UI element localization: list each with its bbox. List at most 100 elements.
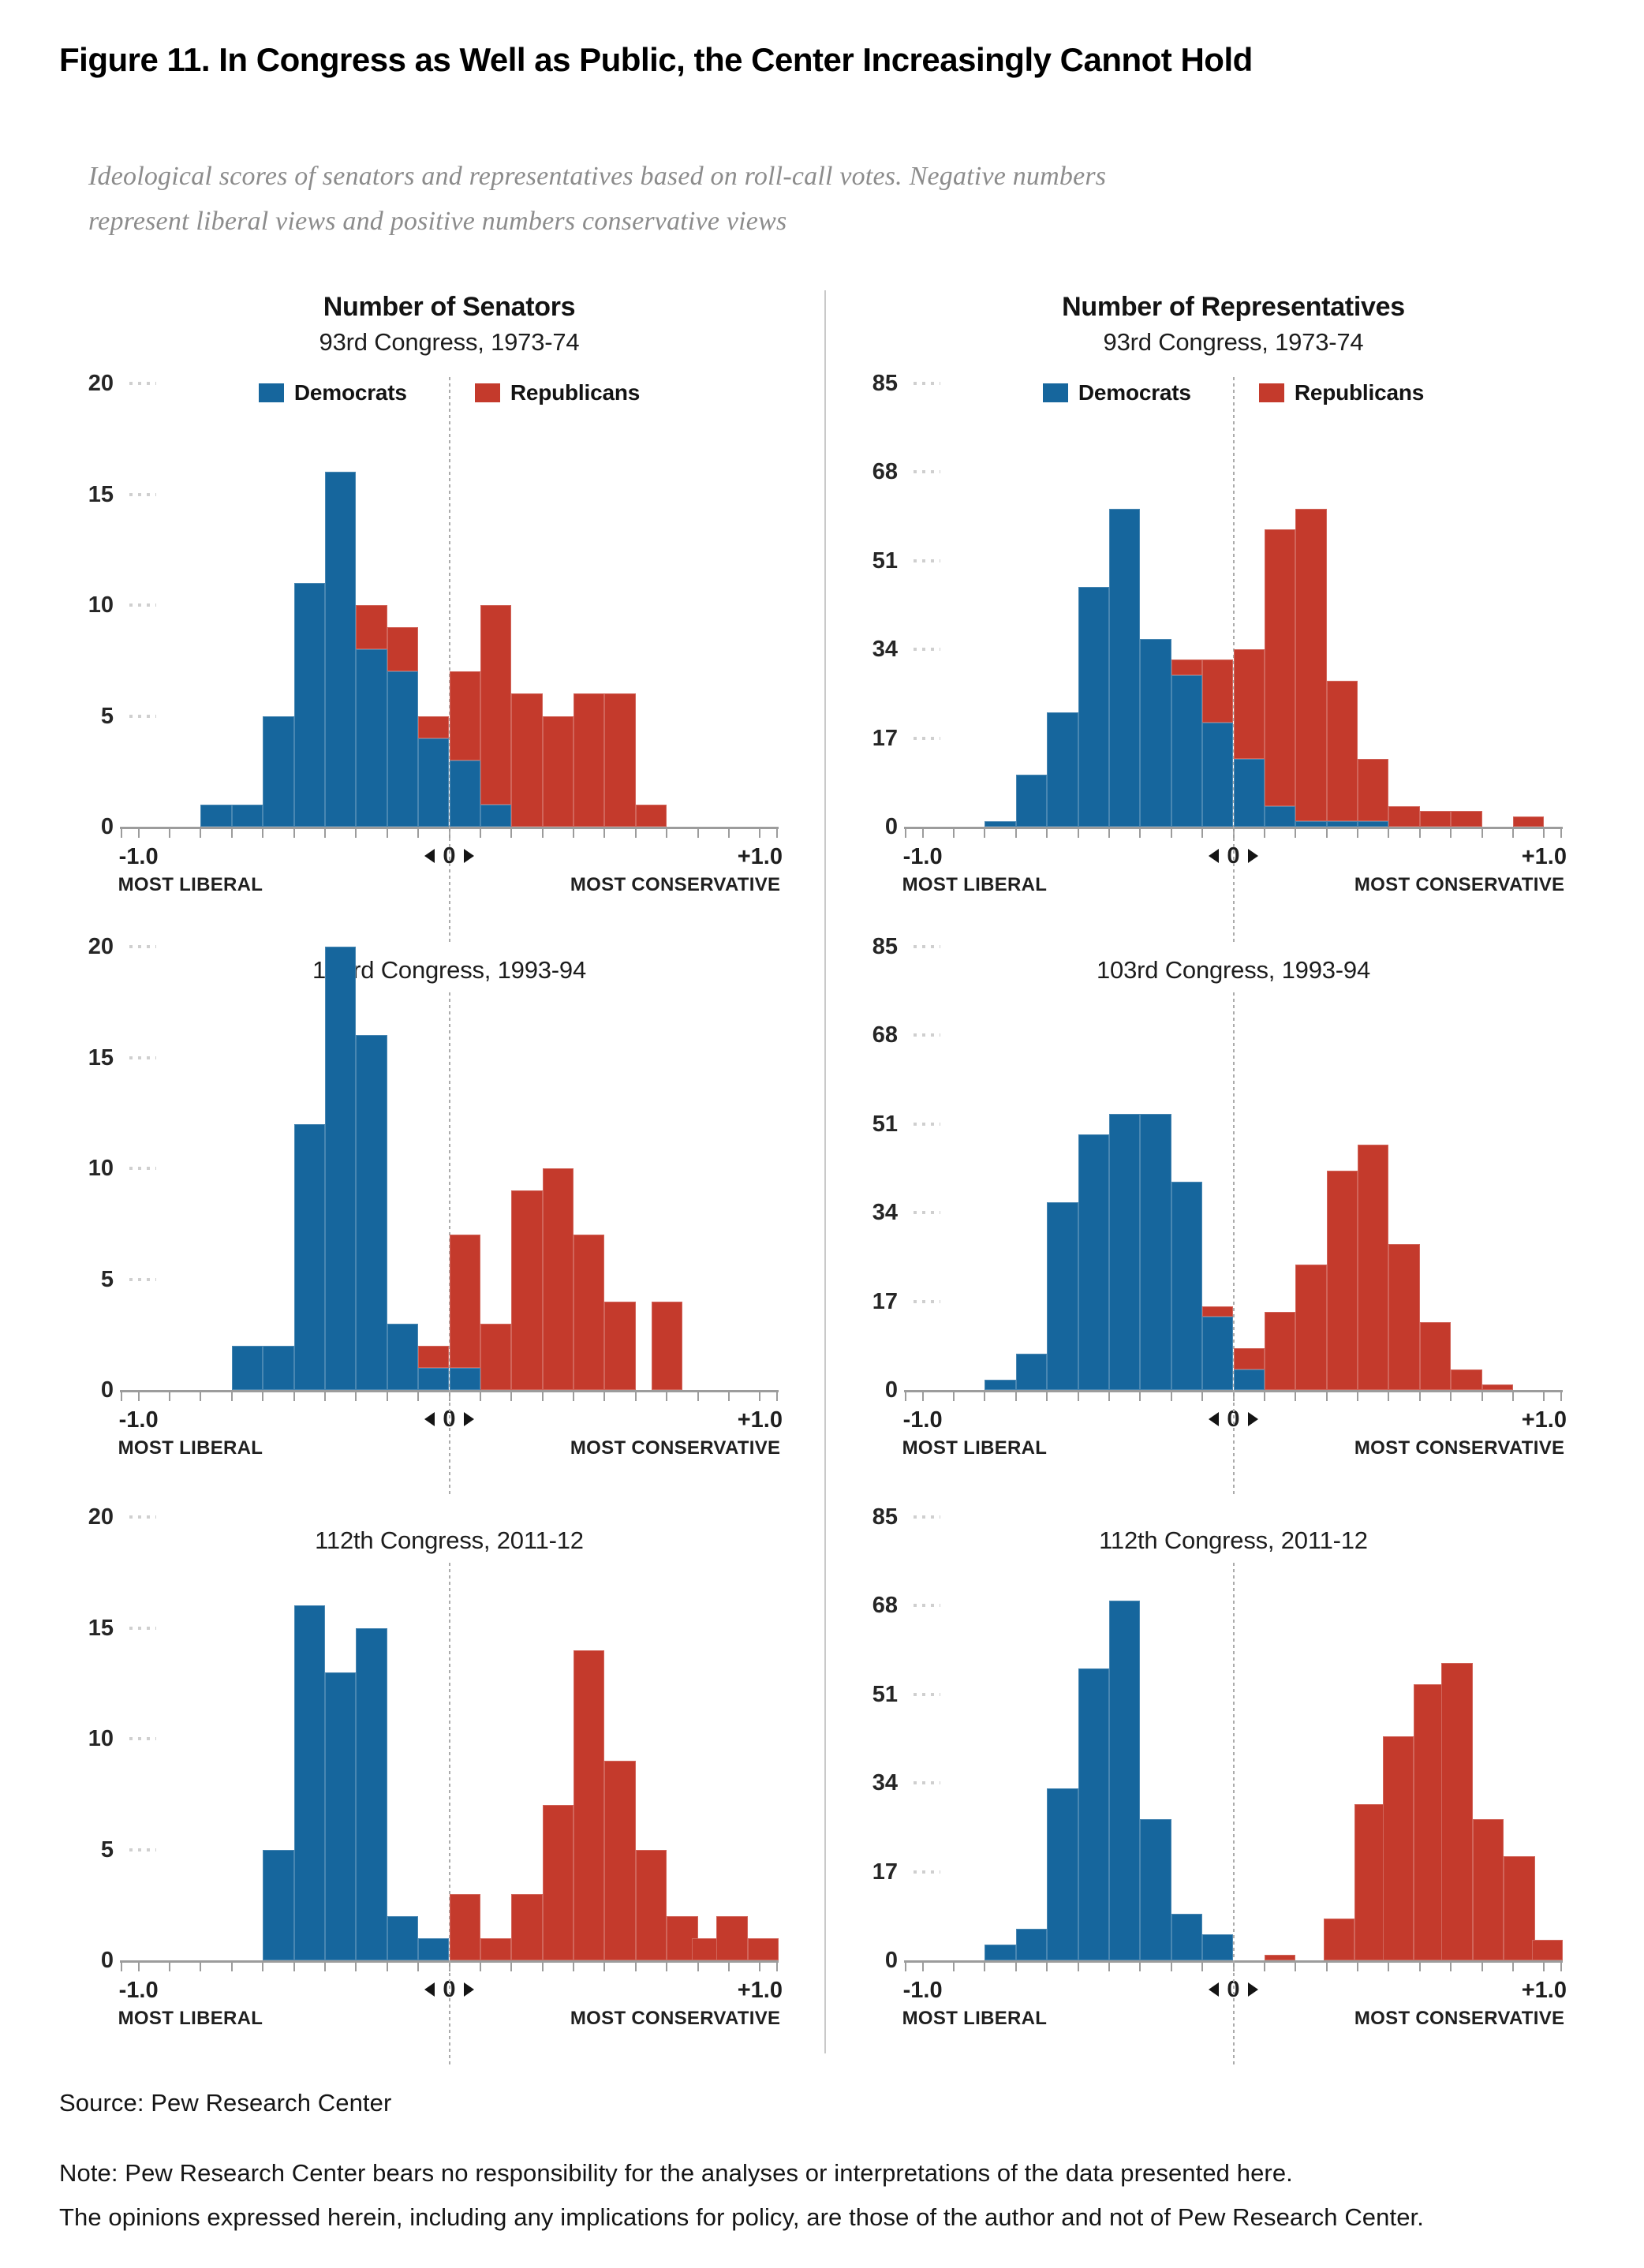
x-axis-min-label: -1.0 — [902, 844, 943, 869]
y-axis-label: 20 — [88, 1504, 114, 1530]
bar-republicans — [1388, 1243, 1420, 1390]
y-gridline-stub — [129, 1737, 156, 1740]
source-text: Source: Pew Research Center — [59, 2089, 392, 2117]
x-axis-tick — [1543, 1962, 1545, 1971]
y-axis-label: 17 — [872, 1288, 898, 1314]
x-axis-tick — [634, 1392, 637, 1401]
most-liberal-caption: MOST LIBERAL — [118, 874, 263, 895]
x-axis-tick — [1201, 1392, 1204, 1401]
x-axis-tick — [727, 828, 730, 838]
x-axis-tick — [634, 828, 637, 838]
x-axis-min-label: -1.0 — [118, 1407, 159, 1433]
legend: Democrats Republicans — [120, 380, 779, 405]
x-axis-tick — [120, 1392, 122, 1401]
x-axis-tick — [230, 1392, 233, 1401]
chart-title: 103rd Congress, 1993-94 — [1097, 956, 1370, 984]
y-axis-label: 20 — [88, 371, 114, 396]
x-axis-tick — [666, 1962, 668, 1971]
bar-republicans — [574, 1235, 605, 1390]
most-liberal-caption: MOST LIBERAL — [118, 1437, 263, 1459]
page-title: Figure 11. In Congress as Well as Public… — [59, 41, 1253, 78]
x-axis-tick — [417, 1392, 420, 1401]
y-gridline-stub — [914, 1122, 940, 1126]
y-axis-label: 51 — [872, 1681, 898, 1707]
bar-democrats — [324, 472, 357, 827]
bar-republicans — [1388, 805, 1420, 827]
x-axis-tick — [1560, 1962, 1563, 1971]
zero-dotted-line — [448, 1563, 450, 2068]
x-axis-tick — [984, 828, 986, 838]
x-axis-tick — [1108, 1962, 1110, 1971]
x-axis-tick — [573, 1392, 575, 1401]
x-axis-min-label: -1.0 — [902, 1407, 943, 1433]
y-gridline-stub — [914, 1033, 940, 1037]
x-axis-tick — [1201, 828, 1204, 838]
chart-title: 112th Congress, 2011-12 — [315, 1526, 584, 1554]
bar-democrats — [1202, 1317, 1234, 1390]
bar-democrats — [387, 1323, 419, 1390]
y-gridline-stub — [129, 945, 156, 948]
bar-republicans — [1326, 680, 1358, 822]
x-axis-max-label: +1.0 — [737, 844, 783, 869]
bar-democrats — [418, 738, 450, 827]
x-axis-tick — [479, 1962, 481, 1971]
x-axis-tick — [541, 828, 544, 838]
most-conservative-caption: MOST CONSERVATIVE — [570, 1437, 781, 1459]
bar-republicans — [1504, 1855, 1535, 1960]
y-gridline-stub — [914, 945, 940, 948]
left-arrow-icon — [1209, 1412, 1220, 1426]
x-axis-tick — [1481, 1392, 1483, 1401]
bar-republicans — [1413, 1683, 1445, 1960]
x-axis-tick — [1263, 1392, 1265, 1401]
x-axis-tick — [169, 1392, 171, 1401]
x-axis-tick — [1077, 828, 1079, 838]
bar-republicans — [1481, 1384, 1513, 1390]
x-axis-tick — [697, 1962, 699, 1971]
bar-republicans — [604, 693, 636, 827]
y-gridline-stub — [914, 382, 940, 385]
y-gridline-stub — [129, 492, 156, 496]
bar-democrats — [1078, 1134, 1109, 1390]
x-axis-tick — [541, 1962, 544, 1971]
bar-democrats — [387, 1915, 419, 1960]
bar-democrats — [1108, 1600, 1141, 1960]
right-arrow-icon — [463, 1982, 474, 1997]
bar-democrats — [1295, 821, 1327, 827]
x-axis-tick — [603, 1392, 606, 1401]
y-axis-label: 85 — [872, 934, 898, 959]
x-axis-tick — [984, 1392, 986, 1401]
y-axis-label: 68 — [872, 1593, 898, 1619]
bar-democrats — [293, 1605, 325, 1960]
x-axis-tick — [904, 828, 906, 838]
republicans-swatch — [474, 383, 500, 402]
y-axis-label: 0 — [100, 1948, 114, 1973]
x-axis-tick — [953, 1392, 955, 1401]
x-axis-tick — [262, 1392, 264, 1401]
x-axis-tick — [1046, 828, 1048, 838]
x-axis-tick — [1418, 1392, 1421, 1401]
bar-democrats — [1015, 774, 1048, 827]
x-axis-tick — [1357, 1392, 1359, 1401]
x-axis-tick — [1325, 1962, 1328, 1971]
x-axis-tick — [1139, 1392, 1141, 1401]
y-axis-label: 0 — [100, 1377, 114, 1403]
x-axis-tick — [603, 828, 606, 838]
bar-democrats — [480, 804, 512, 827]
x-axis-tick — [573, 1962, 575, 1971]
bar-republicans — [1451, 1369, 1482, 1390]
bar-democrats — [418, 1367, 450, 1390]
x-axis-tick — [776, 828, 779, 838]
x-axis-tick — [1511, 1392, 1514, 1401]
x-axis-tick — [1450, 1392, 1452, 1401]
bar-democrats — [449, 1367, 480, 1390]
bar-republicans — [1233, 1348, 1265, 1369]
bar-republicans — [480, 1323, 512, 1390]
x-axis-tick — [1325, 828, 1328, 838]
y-axis-label: 85 — [872, 371, 898, 396]
bar-republicans — [1171, 659, 1203, 676]
y-gridline-stub — [129, 1626, 156, 1630]
bar-republicans — [1472, 1819, 1504, 1960]
bar-republicans — [1323, 1919, 1355, 1960]
bar-republicans — [1354, 1803, 1386, 1960]
